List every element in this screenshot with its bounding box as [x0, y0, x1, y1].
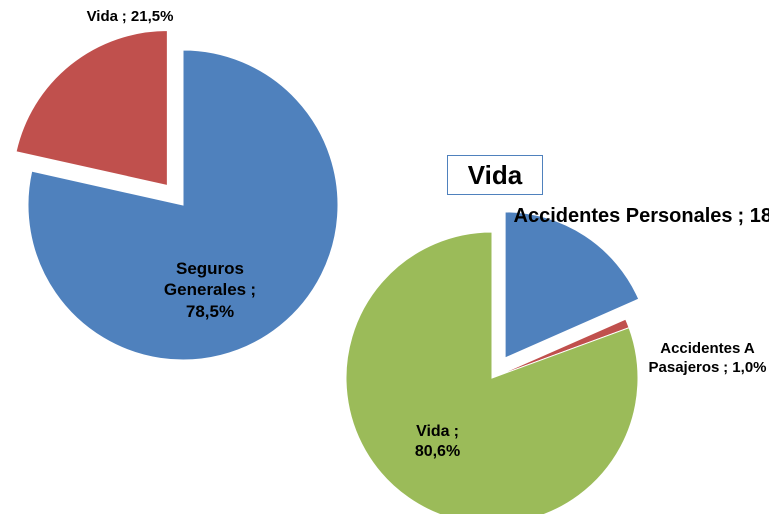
data-label: Vida; 21,5% [60, 8, 200, 27]
pie-slice [15, 29, 168, 187]
data-label-value: ; 78,5% [185, 280, 257, 321]
data-label-value: ; 21,5% [121, 8, 174, 25]
data-label-value: ; 18,4% [737, 205, 769, 227]
pie-slice [504, 211, 640, 359]
data-label-category: Vida [86, 8, 118, 25]
data-label: Accidentes Personales; 18,4% [510, 204, 769, 229]
data-label-value: ; 80,6% [414, 423, 461, 460]
data-label-value: ; 1,0% [723, 358, 767, 376]
data-label: Vida; 80,6% [395, 422, 480, 462]
data-label-category: Seguros Generales [163, 259, 247, 300]
data-label: Accidentes A Pasajeros; 1,0% [640, 340, 769, 378]
data-label: Seguros Generales; 78,5% [155, 258, 265, 322]
chart-title: Vida [447, 155, 543, 195]
pie-slice [345, 231, 639, 514]
data-label-category: Vida [416, 423, 450, 440]
data-label-category: Accidentes Personales [513, 205, 733, 227]
data-label-category: Accidentes A Pasajeros [648, 340, 755, 376]
pie-slice [27, 49, 339, 361]
